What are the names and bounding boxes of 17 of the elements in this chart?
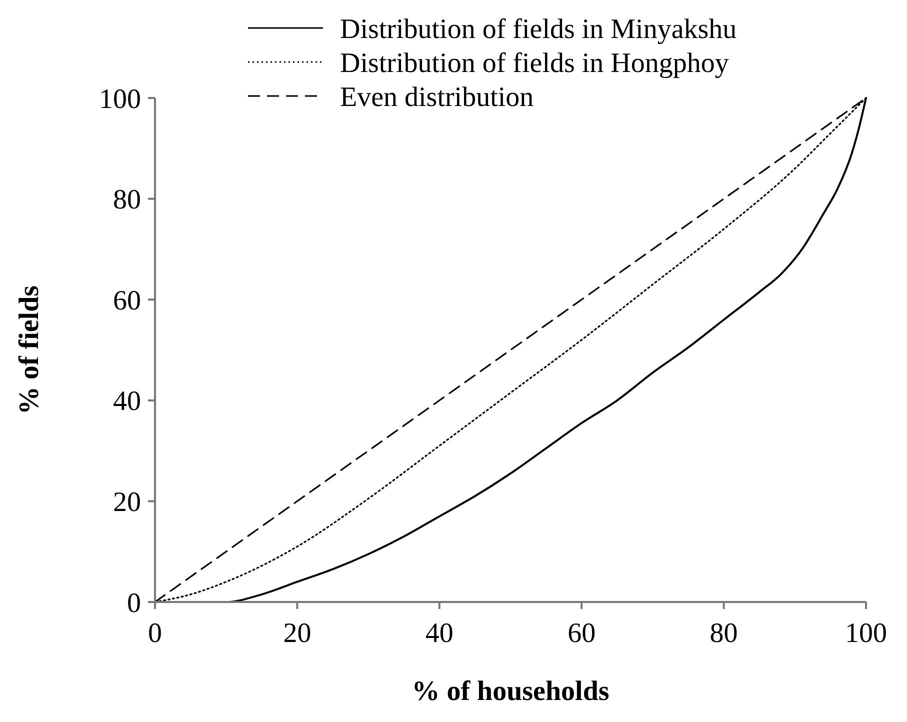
y-tick-label: 0 [127, 588, 141, 619]
x-tick-label: 20 [283, 618, 312, 649]
x-tick-label: 40 [425, 618, 454, 649]
x-tick-label: 80 [710, 618, 738, 649]
legend-label: Distribution of fields in Hongphoy [340, 48, 729, 79]
legend-label: Even distribution [340, 82, 534, 113]
x-axis-title: % of households [412, 676, 610, 707]
x-tick-label: 100 [845, 618, 887, 649]
y-tick-label: 60 [113, 285, 141, 316]
y-tick-label: 80 [113, 184, 141, 216]
y-tick-label: 20 [113, 487, 141, 518]
legend-label: Distribution of fields in Minyakshu [340, 14, 737, 45]
x-tick-label: 0 [148, 618, 162, 649]
y-axis-title: % of fields [14, 285, 45, 415]
y-tick-label: 100 [99, 84, 141, 115]
x-tick-label: 60 [568, 618, 596, 649]
y-tick-label: 40 [113, 386, 141, 418]
